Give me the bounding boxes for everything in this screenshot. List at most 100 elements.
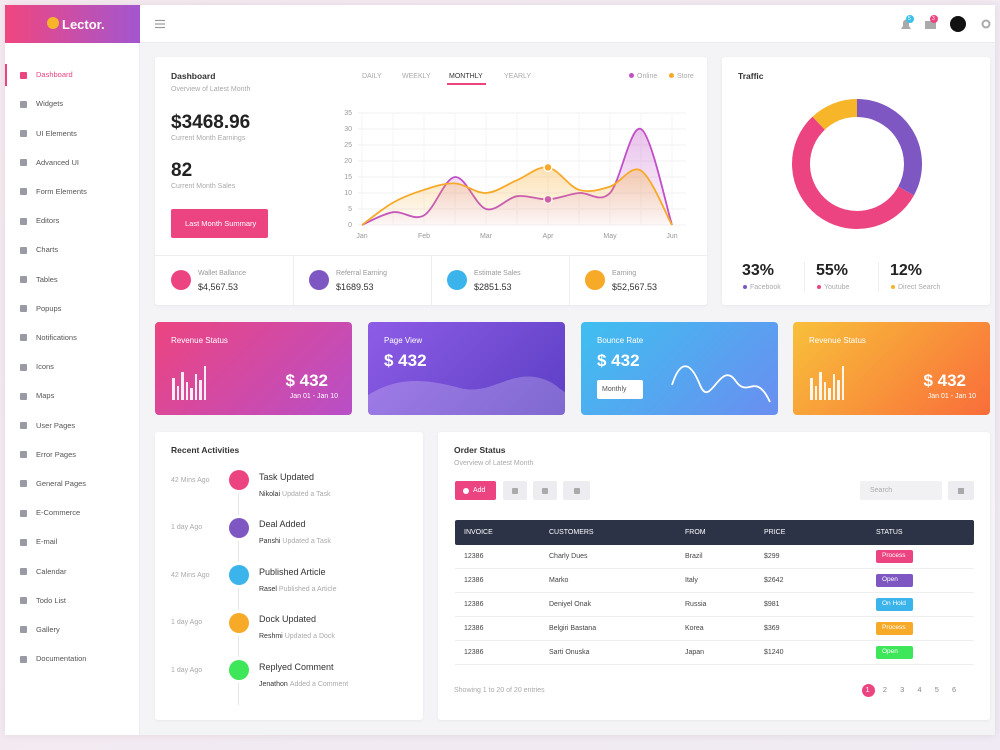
period-tab[interactable]: MONTHLY	[449, 72, 483, 80]
activity-icon	[229, 660, 249, 680]
search-placeholder: Search	[870, 487, 893, 494]
mail-icon[interactable]	[925, 21, 936, 29]
activity-title: Deal Added	[259, 519, 306, 529]
menu-icon	[20, 626, 27, 634]
stat-value: $52,567.53	[612, 281, 658, 292]
activity-text: Updated a Task	[282, 490, 331, 498]
status-label: On Hold	[882, 599, 906, 607]
traffic-separator	[878, 262, 879, 292]
search-input[interactable]	[860, 481, 942, 500]
legend-label: Store	[677, 72, 694, 80]
traffic-dot	[743, 285, 747, 289]
page-number[interactable]: 4	[917, 685, 922, 695]
page-number[interactable]: 2	[882, 685, 887, 695]
menu-item[interactable]: Maps	[36, 391, 55, 401]
menu-item[interactable]: Icons	[36, 362, 54, 372]
table-cell: 12386	[464, 552, 484, 560]
menu-item[interactable]: Dashboard	[36, 70, 73, 80]
activity-time: 42 Mins Ago	[171, 571, 210, 579]
menu-item[interactable]: E-mail	[36, 537, 58, 547]
add-button-label: Add	[473, 487, 486, 494]
mini-bar	[203, 366, 206, 400]
avatar[interactable]	[950, 16, 966, 32]
page-number[interactable]: 6	[952, 685, 957, 695]
menu-item[interactable]: Widgets	[36, 99, 64, 109]
traffic-value: 33%	[742, 262, 775, 279]
stat-card-title: Revenue Status	[171, 336, 228, 345]
menu-item[interactable]: Calendar	[36, 566, 67, 576]
menu-item[interactable]: Documentation	[36, 654, 87, 664]
menu-item[interactable]: Notifications	[36, 333, 77, 343]
menu-icon	[20, 655, 27, 663]
status-label: Process	[882, 623, 906, 631]
legend-dot	[669, 73, 674, 78]
period-tab[interactable]: DAILY	[362, 72, 382, 80]
menu-icon	[20, 567, 27, 575]
logo-box	[5, 5, 140, 43]
legend-dot	[629, 73, 634, 78]
stats-separator	[431, 255, 432, 305]
mini-bar	[199, 380, 202, 400]
mini-bar	[181, 372, 184, 400]
menu-icon	[20, 480, 27, 488]
traffic-value: 12%	[890, 262, 923, 279]
menu-icon[interactable]	[155, 19, 165, 29]
menu-item[interactable]: Error Pages	[36, 449, 77, 459]
activity-icon	[229, 517, 249, 538]
stat-card-value: $ 432	[923, 370, 966, 390]
mini-bar	[172, 378, 175, 400]
menu-item[interactable]: Charts	[36, 245, 59, 255]
page-number[interactable]: 3	[900, 685, 905, 695]
stat-icon	[447, 270, 467, 290]
table-cell: $1240	[764, 648, 784, 656]
card-title: Order Status	[454, 444, 506, 455]
table-cell: Russia	[685, 600, 707, 608]
activity-title: Dock Updated	[259, 614, 317, 624]
menu-item[interactable]: Form Elements	[36, 187, 87, 197]
mini-bar	[176, 386, 179, 400]
page-number[interactable]: 5	[934, 685, 939, 695]
stat-icon	[309, 270, 329, 290]
menu-icon	[20, 159, 27, 167]
add-icon	[463, 487, 469, 494]
status-badge	[876, 597, 913, 611]
menu-item[interactable]: User Pages	[36, 420, 76, 430]
period-select[interactable]	[597, 380, 643, 399]
table-header-cell: FROM	[685, 529, 706, 536]
menu-icon	[20, 129, 27, 137]
period-select-label: Monthly	[602, 386, 627, 393]
summary-button[interactable]	[171, 209, 268, 238]
print-icon	[958, 487, 964, 494]
table-header-cell: INVOICE	[464, 529, 493, 536]
activity-user: Reshmi	[259, 633, 283, 640]
card-subtitle: Overview of Latest Month	[454, 459, 534, 467]
menu-item[interactable]: Todo List	[36, 595, 67, 605]
menu-item[interactable]: Editors	[36, 216, 60, 226]
period-tab[interactable]: YEARLY	[504, 72, 532, 80]
menu-item[interactable]: General Pages	[36, 479, 87, 489]
menu-item[interactable]: E-Commerce	[36, 508, 81, 518]
table-cell: Charly Dues	[549, 552, 588, 560]
menu-item[interactable]: Gallery	[36, 625, 60, 635]
table-cell: Japan	[685, 648, 705, 656]
menu-item[interactable]: Popups	[36, 303, 62, 313]
add-button[interactable]	[455, 481, 496, 500]
traffic-label: Facebook	[750, 283, 781, 291]
period-tab[interactable]: WEEKLY	[402, 72, 431, 80]
menu-item[interactable]: Advanced UI	[36, 157, 79, 167]
activity-text: Updated a Task	[282, 538, 331, 545]
badge-count: 3	[932, 15, 935, 22]
table-header	[455, 520, 974, 545]
row-divider	[455, 664, 974, 665]
mini-bar	[828, 388, 831, 400]
tool-icon	[512, 487, 518, 494]
menu-item[interactable]: Tables	[36, 274, 58, 284]
stats-separator	[569, 255, 570, 305]
menu-icon	[20, 509, 27, 517]
settings-icon[interactable]	[981, 19, 991, 29]
menu-icon	[20, 451, 27, 459]
status-label: Open	[882, 647, 898, 655]
menu-item[interactable]: UI Elements	[36, 128, 77, 138]
page-number[interactable]: 1	[865, 685, 870, 695]
